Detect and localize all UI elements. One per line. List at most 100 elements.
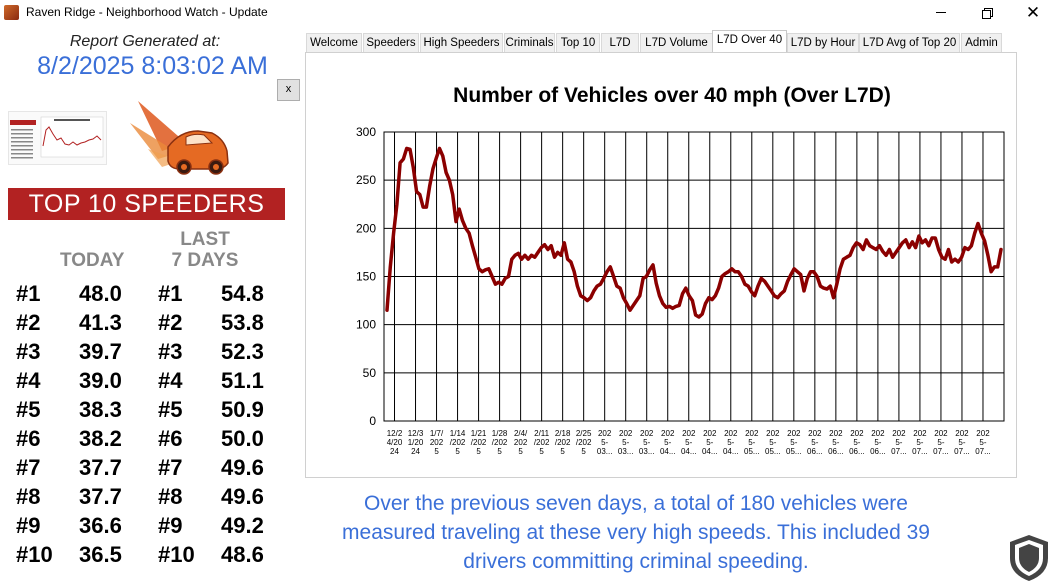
- close-report-button[interactable]: x: [277, 79, 300, 101]
- chart-panel: Number of Vehicles over 40 mph (Over L7D…: [305, 52, 1017, 478]
- summary-line-1: Over the previous seven days, a total of…: [364, 492, 908, 515]
- x-tick-label: 202 5-07...: [975, 429, 991, 456]
- x-tick-label: 12/2 4/20 24: [387, 429, 403, 456]
- speed-last-7-days: 52.3: [221, 339, 264, 364]
- x-tick-label: 1/28/202 5: [492, 429, 508, 456]
- rank-today: #10: [16, 542, 53, 567]
- y-tick-label: 250: [356, 173, 376, 187]
- rank-last-7-days: #10: [158, 542, 195, 567]
- rank-last-7-days: #1: [158, 281, 183, 306]
- close-window-button[interactable]: ✕: [1010, 0, 1056, 25]
- y-tick-label: 300: [356, 125, 376, 139]
- rank-last-7-days: #3: [158, 339, 183, 364]
- speed-today: 36.6: [79, 513, 122, 538]
- x-tick-label: 202 5-06...: [807, 429, 823, 456]
- minimize-button[interactable]: [918, 0, 964, 25]
- last-header-line-2: 7 DAYS: [171, 250, 239, 271]
- x-tick-label: 2/25/202 5: [576, 429, 592, 456]
- x-tick-label: 202 5-04...: [723, 429, 739, 456]
- summary-line-3: drivers committing criminal speeding.: [463, 550, 809, 573]
- rank-last-7-days: #7: [158, 455, 183, 480]
- speed-last-7-days: 53.8: [221, 310, 264, 335]
- shield-icon: [1008, 534, 1050, 587]
- speed-last-7-days: 49.6: [221, 484, 264, 509]
- window-title: Raven Ridge - Neighborhood Watch - Updat…: [26, 5, 268, 19]
- close-icon: ✕: [1025, 3, 1041, 22]
- y-tick-label: 50: [363, 366, 377, 380]
- x-tick-label: 202 5-06...: [870, 429, 886, 456]
- x-tick-label: 1/14/202 5: [450, 429, 466, 456]
- today-header: TODAY: [60, 250, 125, 271]
- speed-last-7-days: 54.8: [221, 281, 264, 306]
- x-tick-label: 202 5-04...: [660, 429, 676, 456]
- top-speeders-banner: TOP 10 SPEEDERS: [8, 188, 285, 220]
- x-tick-label: 202 5-04...: [702, 429, 718, 456]
- last-7-days-header: LAST 7 DAYS: [150, 229, 260, 271]
- tab-criminals[interactable]: Criminals: [504, 33, 555, 52]
- x-tick-label: 2/4/202 5: [514, 429, 528, 456]
- car-app-icon: [4, 5, 19, 20]
- tab-l7d-volume[interactable]: L7D Volume: [640, 33, 713, 52]
- chart-title: Number of Vehicles over 40 mph (Over L7D…: [453, 84, 891, 107]
- x-tick-label: 202 5-03...: [597, 429, 613, 456]
- x-tick-label: 1/7/202 5: [430, 429, 444, 456]
- tab-l7d-by-hour[interactable]: L7D by Hour: [787, 33, 859, 52]
- x-tick-label: 202 5-06...: [849, 429, 865, 456]
- speed-last-7-days: 49.6: [221, 455, 264, 480]
- tab-top-10[interactable]: Top 10: [556, 33, 600, 52]
- speed-today: 37.7: [79, 455, 122, 480]
- x-tick-label: 202 5-07...: [954, 429, 970, 456]
- x-tick-label: 1/21/202 5: [471, 429, 487, 456]
- rank-last-7-days: #8: [158, 484, 183, 509]
- rank-last-7-days: #9: [158, 513, 183, 538]
- tab-l7d-over-40[interactable]: L7D Over 40: [712, 30, 787, 52]
- speed-today: 39.7: [79, 339, 122, 364]
- rank-today: #3: [16, 339, 41, 364]
- speed-today: 48.0: [79, 281, 122, 306]
- y-tick-label: 100: [356, 318, 376, 332]
- y-tick-label: 150: [356, 270, 376, 284]
- x-tick-label: 12/3 1/20 24: [408, 429, 424, 456]
- x-tick-label: 202 5-06...: [828, 429, 844, 456]
- speed-today: 36.5: [79, 542, 122, 567]
- tab-l7d[interactable]: L7D: [601, 33, 639, 52]
- left-panel: Report Generated at: 8/2/2025 8:03:02 AM…: [0, 25, 300, 584]
- rank-today: #5: [16, 397, 41, 422]
- tab-welcome[interactable]: Welcome: [306, 33, 362, 52]
- rank-today: #9: [16, 513, 41, 538]
- y-tick-label: 0: [369, 414, 376, 428]
- restore-button[interactable]: [964, 0, 1010, 25]
- rank-today: #6: [16, 426, 41, 451]
- rank-last-7-days: #5: [158, 397, 183, 422]
- summary-line-2: measured traveling at these very high sp…: [342, 521, 930, 544]
- x-tick-label: 202 5-04...: [681, 429, 697, 456]
- tab-speeders[interactable]: Speeders: [363, 33, 419, 52]
- tab-high-speeders[interactable]: High Speeders: [420, 33, 503, 52]
- speed-last-7-days: 48.6: [221, 542, 264, 567]
- plot-frame: [383, 131, 1005, 422]
- report-generated-label: Report Generated at:: [69, 33, 221, 50]
- rank-today: #8: [16, 484, 41, 509]
- chart-thumbnail-icon: [8, 111, 107, 165]
- series-line: [385, 146, 1003, 319]
- last-header-line-1: LAST: [180, 229, 230, 250]
- tab-l7d-avg-top-20[interactable]: L7D Avg of Top 20: [859, 33, 960, 52]
- title-bar: Raven Ridge - Neighborhood Watch - Updat…: [0, 0, 1057, 25]
- rank-last-7-days: #6: [158, 426, 183, 451]
- x-tick-label: 202 5-07...: [891, 429, 907, 456]
- report-generated-date: 8/2/2025 8:03:02 AM: [37, 52, 268, 80]
- rank-today: #4: [16, 368, 41, 393]
- rank-today: #1: [16, 281, 41, 306]
- speed-today: 37.7: [79, 484, 122, 509]
- rank-today: #2: [16, 310, 41, 335]
- speeding-car-logo: [128, 101, 232, 182]
- speed-today: 39.0: [79, 368, 122, 393]
- x-tick-label: 202 5-03...: [639, 429, 655, 456]
- line-chart: Number of Vehicles over 40 mph (Over L7D…: [356, 84, 1005, 456]
- speed-last-7-days: 50.0: [221, 426, 264, 451]
- tab-admin[interactable]: Admin: [961, 33, 1002, 52]
- restore-icon: [982, 7, 993, 19]
- x-tick-label: 2/11/202 5: [534, 429, 550, 456]
- speed-last-7-days: 49.2: [221, 513, 264, 538]
- summary-text: Over the previous seven days, a total of…: [306, 489, 966, 576]
